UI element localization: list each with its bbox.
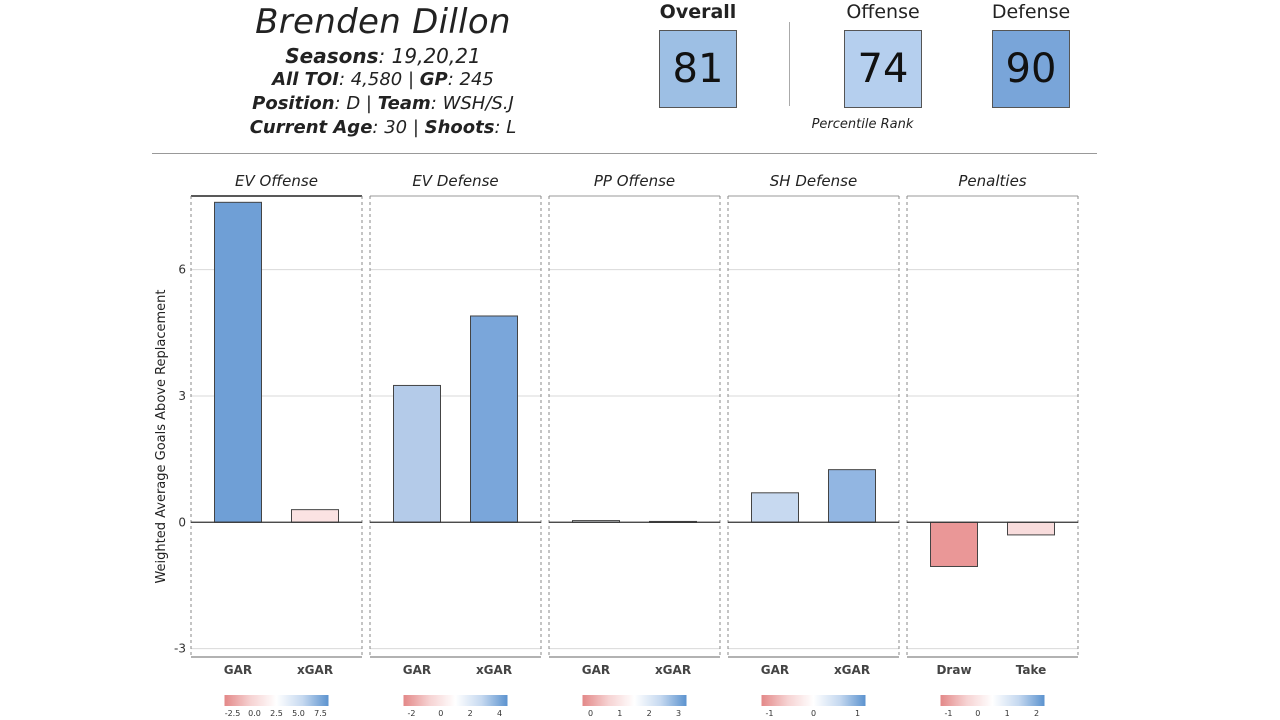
toi-label: All TOI — [272, 69, 339, 90]
x-category-label: GAR — [761, 663, 789, 677]
x-category-label: GAR — [582, 663, 610, 677]
player-header: Brenden Dillon Seasons: 19,20,21 All TOI… — [0, 0, 1280, 154]
offense-score-box: 74 — [844, 30, 922, 108]
color-legend-tick: 0 — [975, 709, 980, 718]
y-tick-label: 3 — [178, 389, 186, 403]
color-legend-tick: 0 — [438, 709, 443, 718]
age-shoots-line: Current Age: 30 | Shoots: L — [230, 116, 536, 140]
position-team-line: Position: D | Team: WSH/S.J — [230, 92, 536, 116]
facet-title: SH Defense — [770, 172, 857, 190]
color-legend-tick: -1 — [945, 709, 953, 718]
toi-value: : 4,580 | — [338, 69, 420, 90]
bar-take — [1007, 521, 1055, 536]
facet-title: Penalties — [958, 172, 1026, 190]
header-rule — [152, 153, 1097, 154]
x-category-label: Draw — [936, 663, 971, 677]
color-legend-tick: 0.0 — [248, 709, 261, 718]
color-legend-tick: 1 — [855, 709, 860, 718]
color-legend-tick: -2 — [408, 709, 416, 718]
bar-gar — [214, 201, 262, 523]
position-value: : D | — [334, 93, 378, 114]
seasons-line: Seasons: 19,20,21 — [230, 44, 536, 68]
offense-rating: Offense 74 — [823, 0, 943, 108]
x-category-label: xGAR — [655, 663, 691, 677]
color-legend-bar — [582, 695, 687, 706]
color-legend-tick: -2.5 — [225, 709, 241, 718]
seasons-label: Seasons — [285, 44, 379, 68]
bar-xgar — [470, 315, 518, 523]
gar-chart: Weighted Average Goals Above Replacement… — [154, 172, 1079, 718]
x-category-label: xGAR — [834, 663, 870, 677]
player-info: Brenden Dillon Seasons: 19,20,21 All TOI… — [230, 0, 536, 140]
defense-score-box: 90 — [992, 30, 1070, 108]
facet-panel: PP Offense GAR xGAR 0 1 2 3 — [548, 172, 721, 718]
y-axis-title: Weighted Average Goals Above Replacement — [154, 289, 169, 583]
color-legend-tick: 4 — [497, 709, 502, 718]
color-legend-tick: -1 — [766, 709, 774, 718]
percentile-rank-label: Percentile Rank — [811, 117, 914, 132]
gp-value: : 245 — [447, 69, 494, 90]
x-category-label: xGAR — [476, 663, 512, 677]
y-tick-label: -3 — [174, 642, 186, 656]
y-tick-label: 6 — [178, 263, 186, 277]
defense-rating: Defense 90 — [971, 0, 1091, 108]
shoots-value: : L — [494, 117, 517, 138]
color-legend-tick: 0 — [811, 709, 816, 718]
color-legend-tick: 5.0 — [292, 709, 305, 718]
color-legend-bar — [224, 695, 329, 706]
facet-title: EV Defense — [412, 172, 498, 190]
bar-xgar — [828, 469, 876, 523]
facet-panel: EV Offense GAR xGAR -2.5 0.0 2.5 5.0 7.5 — [190, 172, 363, 718]
gp-label: GP — [419, 69, 448, 90]
overall-label: Overall — [659, 1, 737, 23]
facet-title: PP Offense — [594, 172, 675, 190]
player-name: Brenden Dillon — [255, 2, 511, 42]
x-category-label: GAR — [403, 663, 431, 677]
overall-rating: Overall 81 — [638, 0, 758, 108]
overall-score-box: 81 — [659, 30, 737, 108]
bar-gar — [751, 492, 799, 523]
defense-label: Defense — [991, 1, 1071, 23]
color-legend-tick: 2.5 — [270, 709, 283, 718]
x-category-label: xGAR — [297, 663, 333, 677]
color-legend-bar — [403, 695, 508, 706]
color-legend-tick: 2 — [1034, 709, 1039, 718]
facet-panel: EV Defense GAR xGAR -2 0 2 4 — [369, 172, 542, 718]
age-label: Current Age — [249, 117, 373, 138]
y-tick-label: 0 — [178, 515, 186, 529]
offense-label: Offense — [846, 1, 920, 23]
color-legend-tick: 2 — [647, 709, 652, 718]
color-legend-tick: 1 — [617, 709, 622, 718]
team-label: Team — [377, 93, 431, 114]
facet-panel: SH Defense GAR xGAR -1 0 1 — [727, 172, 900, 718]
rating-divider — [789, 22, 790, 106]
seasons-value: : 19,20,21 — [378, 44, 481, 68]
color-legend-tick: 3 — [676, 709, 681, 718]
toi-gp-line: All TOI: 4,580 | GP: 245 — [230, 68, 536, 92]
shoots-label: Shoots — [424, 117, 495, 138]
position-label: Position — [252, 93, 335, 114]
x-category-label: Take — [1016, 663, 1047, 677]
x-category-label: GAR — [224, 663, 252, 677]
bar-gar — [393, 384, 441, 523]
facet-title: EV Offense — [235, 172, 318, 190]
color-legend-bar — [940, 695, 1045, 706]
team-value: : WSH/S.J — [430, 93, 514, 114]
age-value: : 30 | — [372, 117, 425, 138]
bar-xgar — [291, 509, 339, 523]
color-legend-tick: 0 — [588, 709, 593, 718]
facet-panel: Penalties Draw Take -1 0 1 2 — [906, 172, 1079, 718]
color-legend-tick: 2 — [468, 709, 473, 718]
color-legend-tick: 1 — [1005, 709, 1010, 718]
color-legend-tick: 7.5 — [314, 709, 327, 718]
color-legend-bar — [761, 695, 866, 706]
bar-draw — [930, 521, 978, 567]
